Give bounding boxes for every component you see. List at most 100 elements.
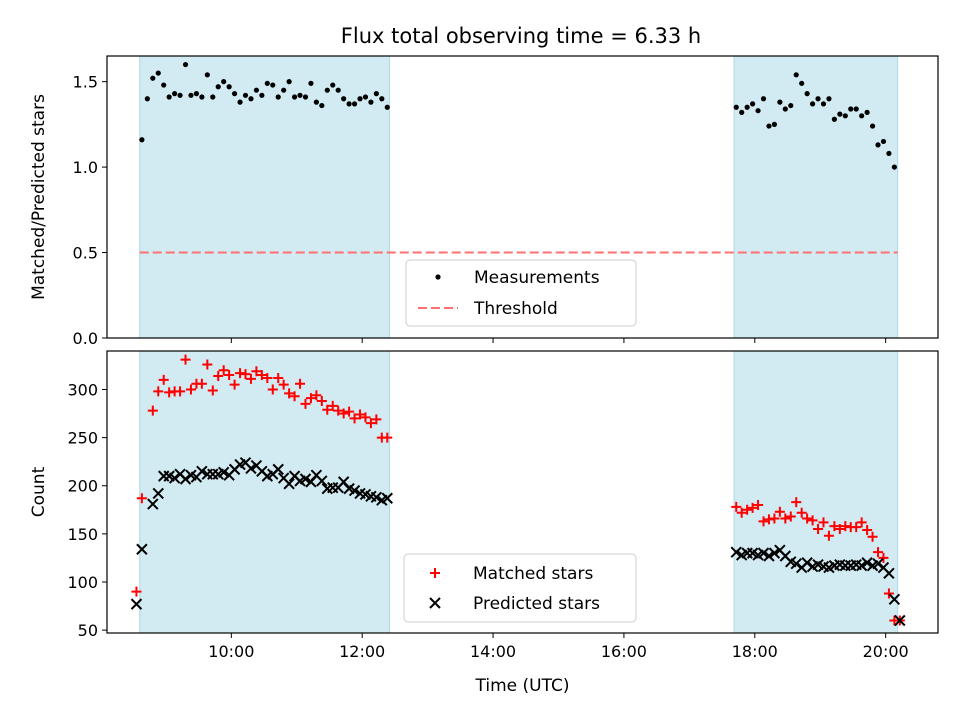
- measurement-point: [302, 94, 309, 100]
- measurement-point: [204, 72, 210, 78]
- legend-marker-predicted: [429, 597, 441, 609]
- measurement-point: [750, 101, 756, 107]
- matched-star-point: [736, 507, 747, 518]
- matched-star-point: [251, 366, 262, 377]
- matched-star-point: [131, 586, 142, 597]
- predicted-star-point: [283, 478, 295, 490]
- bottom-panel: 50 100 150 200 250 300 10:00 12:00 14:00 16:00 18…: [29, 350, 939, 696]
- matched-star-point: [883, 588, 894, 599]
- measurement-point: [809, 101, 816, 107]
- predicted-star-point: [299, 473, 312, 485]
- legend-label: Threshold: [473, 299, 558, 319]
- x-tick-label: 18:00: [732, 642, 778, 661]
- matched-star-point: [769, 513, 780, 524]
- matched-stars-points: [131, 354, 905, 626]
- bottom-plot-frame: [106, 350, 939, 634]
- measurement-point: [379, 96, 385, 102]
- measurement-point: [804, 91, 810, 97]
- predicted-star-point: [370, 491, 383, 504]
- predicted-star-point: [861, 557, 873, 569]
- measurement-point: [297, 92, 303, 98]
- matched-star-point: [742, 504, 753, 515]
- measurement-point: [782, 106, 788, 112]
- matched-star-point: [273, 372, 284, 383]
- measurement-point: [777, 99, 783, 105]
- x-tick-label: 20:00: [863, 642, 909, 661]
- predicted-star-point: [757, 547, 770, 559]
- measurement-point: [182, 61, 189, 68]
- matched-star-point: [360, 412, 371, 423]
- top-plot-frame: [106, 55, 939, 339]
- matched-star-point: [365, 418, 376, 429]
- measurement-point: [144, 96, 150, 102]
- matched-star-point: [807, 515, 818, 526]
- measurement-point: [286, 79, 292, 85]
- top-y-axis: 0.0 0.5 1.0 1.5: [73, 73, 107, 348]
- matched-star-point: [823, 530, 834, 541]
- measurement-point: [161, 82, 167, 88]
- matched-star-point: [355, 409, 366, 420]
- legend-label: Measurements: [474, 268, 600, 288]
- legend-marker-matched: [430, 568, 440, 578]
- measurement-point: [820, 101, 827, 107]
- matched-star-point: [851, 522, 862, 533]
- matched-star-point: [196, 378, 207, 389]
- measurement-points: [139, 61, 897, 170]
- x-axis-label: Time (UTC): [475, 676, 570, 696]
- top-legend: Measurements Threshold: [405, 259, 637, 327]
- y-tick-label: 1.5: [73, 73, 98, 92]
- matched-star-point: [218, 365, 229, 376]
- measurement-point: [864, 109, 870, 115]
- predicted-stars-points: [130, 456, 906, 627]
- matched-star-point: [185, 384, 196, 395]
- matched-star-point: [829, 521, 840, 532]
- measurement-point: [253, 87, 260, 93]
- predicted-star-point: [272, 463, 284, 476]
- matched-star-point: [175, 386, 186, 397]
- top-panel: 0.0 0.5 1.0 1.5 Matched/Predicted stars Mea…: [29, 55, 939, 348]
- measurement-point: [766, 123, 772, 129]
- predicted-star-point: [801, 557, 813, 569]
- matched-star-point: [207, 385, 218, 396]
- predicted-star-point: [147, 498, 159, 510]
- matched-star-point: [382, 432, 393, 443]
- shaded-span: [733, 55, 899, 339]
- matched-star-point: [245, 373, 256, 384]
- predicted-star-point: [381, 492, 393, 504]
- matched-star-point: [224, 370, 235, 381]
- matched-star-point: [834, 524, 845, 535]
- measurement-point: [733, 104, 739, 110]
- measurement-point: [324, 87, 330, 93]
- measurement-point: [275, 94, 281, 100]
- matched-star-point: [180, 354, 191, 365]
- measurement-point: [150, 75, 156, 81]
- measurement-point: [330, 82, 336, 88]
- measurement-point: [848, 106, 854, 112]
- measurement-point: [891, 164, 897, 170]
- measurement-point: [139, 137, 145, 143]
- matched-star-point: [305, 393, 316, 404]
- measurement-point: [199, 94, 205, 100]
- legend-label: Matched stars: [473, 564, 593, 584]
- measurement-point: [351, 101, 358, 107]
- legend-label: Predicted stars: [473, 594, 600, 614]
- predicted-star-point: [763, 550, 775, 562]
- matched-star-point: [731, 501, 742, 512]
- measurement-point: [886, 150, 892, 157]
- measurement-point: [744, 104, 750, 110]
- matched-star-point: [147, 405, 158, 416]
- matched-star-point: [818, 517, 829, 528]
- matched-star-point: [796, 507, 807, 518]
- predicted-star-point: [217, 466, 230, 478]
- matched-star-point: [300, 398, 311, 409]
- predicted-star-point: [348, 484, 361, 497]
- matched-star-point: [213, 371, 224, 382]
- matched-star-point: [333, 405, 344, 416]
- matched-star-point: [327, 400, 338, 411]
- measurement-point: [193, 91, 200, 97]
- y-tick-label: 100: [67, 573, 98, 592]
- measurement-point: [166, 94, 172, 100]
- measurement-point: [788, 102, 794, 109]
- measurement-point: [859, 113, 865, 119]
- predicted-star-point: [130, 598, 143, 610]
